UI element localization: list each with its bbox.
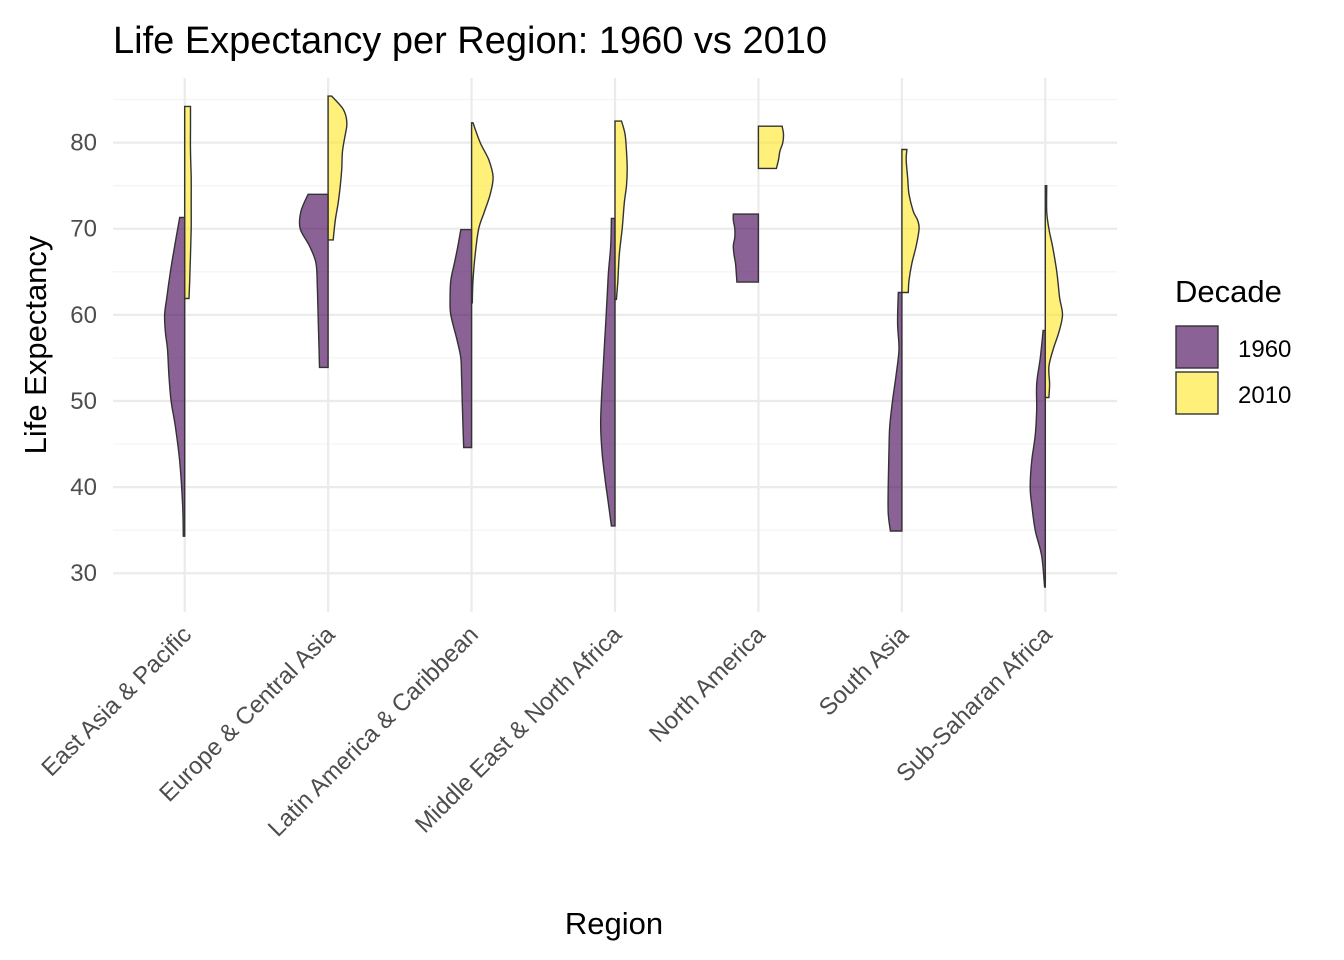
y-tick-label: 80 xyxy=(70,130,97,157)
legend-label-2010: 2010 xyxy=(1238,382,1291,409)
y-tick-label: 60 xyxy=(70,302,97,329)
violin-1960-middle-east-north-africa xyxy=(599,217,616,527)
violin-2010-east-asia-pacific xyxy=(184,105,192,300)
x-tick-label: North America xyxy=(644,621,771,748)
y-axis-ticks: 30 40 50 60 70 80 xyxy=(70,130,97,588)
legend: Decade 1960 2010 xyxy=(1175,274,1291,415)
violin-1960-europe-central-asia xyxy=(298,193,329,369)
violin-1960-south-asia xyxy=(887,291,903,532)
violin-1960-east-asia-pacific xyxy=(163,216,186,537)
violin-2010-north-america xyxy=(757,125,785,170)
y-tick-label: 50 xyxy=(70,388,97,415)
violin-2010-latin-america-caribbean xyxy=(470,122,494,304)
legend-key-2010 xyxy=(1175,371,1219,415)
y-axis-title: Life Expectancy xyxy=(18,235,53,454)
y-tick-label: 40 xyxy=(70,474,97,501)
violin-1960-latin-america-caribbean xyxy=(449,228,473,449)
violin-2010-south-asia xyxy=(901,148,920,294)
chart-title: Life Expectancy per Region: 1960 vs 2010 xyxy=(113,20,827,62)
x-axis-title: Region xyxy=(565,906,663,941)
legend-label-1960: 1960 xyxy=(1238,336,1291,363)
x-tick-label: South Asia xyxy=(814,621,915,722)
violin-2010-sub-saharan-africa xyxy=(1044,185,1064,399)
y-tick-label: 30 xyxy=(70,560,97,587)
x-tick-label: East Asia & Pacific xyxy=(36,621,197,782)
violins xyxy=(163,95,1064,588)
violin-2010-middle-east-north-africa xyxy=(614,120,628,301)
legend-key-1960 xyxy=(1175,325,1219,369)
violin-1960-north-america xyxy=(732,213,760,283)
violin-1960-sub-saharan-africa xyxy=(1029,329,1046,588)
legend-title: Decade xyxy=(1175,274,1282,309)
violin-2010-europe-central-asia xyxy=(327,95,348,241)
x-tick-label: Sub-Saharan Africa xyxy=(891,621,1058,788)
y-tick-label: 70 xyxy=(70,216,97,243)
